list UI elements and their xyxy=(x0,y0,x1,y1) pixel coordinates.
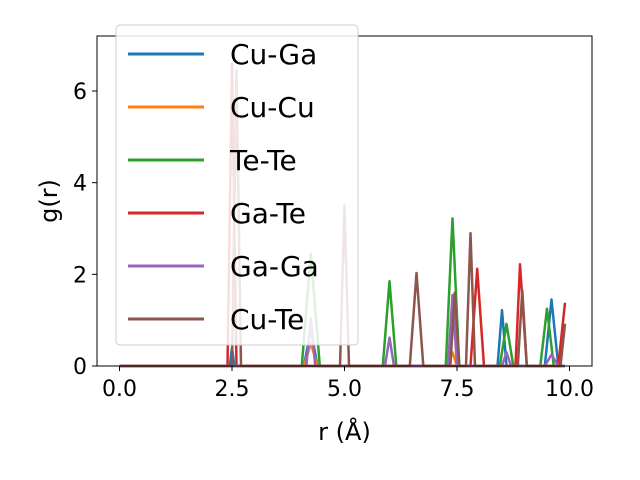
y-tick-label: 4 xyxy=(73,172,87,197)
legend-box xyxy=(115,24,359,346)
y-tick-label: 2 xyxy=(73,263,87,288)
legend-label: Cu-Cu xyxy=(230,91,315,124)
x-tick-label: 2.5 xyxy=(215,377,250,402)
legend-label: Ga-Ga xyxy=(230,250,319,283)
x-tick-label: 7.5 xyxy=(440,377,475,402)
x-tick-label: 10.0 xyxy=(545,377,594,402)
y-tick-label: 6 xyxy=(73,80,87,105)
y-tick-label: 0 xyxy=(73,355,87,380)
x-axis-label: r (Å) xyxy=(318,417,371,446)
legend-label: Cu-Ga xyxy=(230,38,317,71)
legend-label: Cu-Te xyxy=(230,303,304,336)
legend-label: Ga-Te xyxy=(230,197,306,230)
ticks-layer: 0.0 2.5 5.0 7.5 10.0 0 2 4 6 xyxy=(73,80,594,402)
x-tick-label: 5.0 xyxy=(327,377,362,402)
legend: Cu-Ga Cu-Cu Te-Te Ga-Te Ga-Ga Cu-Te xyxy=(115,24,359,346)
series-line-ga-ga xyxy=(119,293,565,368)
legend-label: Te-Te xyxy=(229,144,297,177)
y-axis-label: g(r) xyxy=(35,179,63,223)
x-tick-label: 0.0 xyxy=(102,377,137,402)
